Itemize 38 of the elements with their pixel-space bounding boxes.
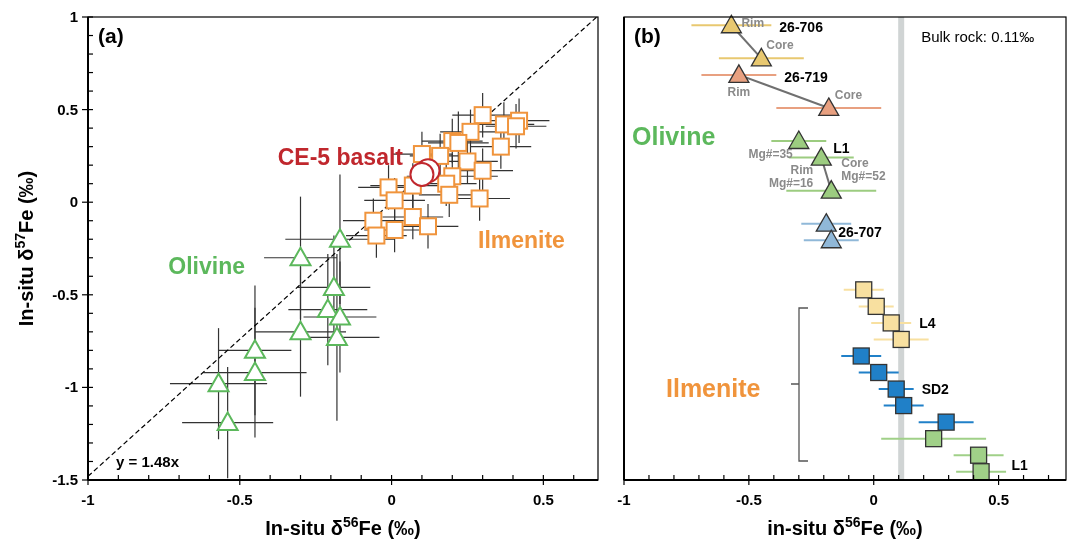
annotation: Ilmenite xyxy=(666,374,761,402)
series-label: SD2 xyxy=(921,381,950,398)
x-tick-label: -0.5 xyxy=(226,491,253,508)
series-label: CE-5 basalt xyxy=(277,144,404,170)
x-tick-label: 0 xyxy=(387,491,396,508)
series-label: L1 xyxy=(1011,457,1029,474)
series-label: L1 xyxy=(833,139,850,156)
annotation: Core xyxy=(834,87,863,102)
annotation: Core xyxy=(766,38,795,53)
y-tick-label: 1 xyxy=(69,8,78,25)
x-tick-label: -1 xyxy=(617,491,631,508)
x-tick-label: 0 xyxy=(869,491,878,508)
ref-line-label: Bulk rock: 0.11‰ xyxy=(921,28,1035,45)
y-tick-label: -1.5 xyxy=(52,471,78,488)
y-tick-label: 0 xyxy=(69,193,78,211)
x-tick-label: -1 xyxy=(81,491,95,508)
series-label: Olivine xyxy=(168,253,245,279)
series-label: Ilmenite xyxy=(478,227,565,253)
x-axis-title: in-situ δ$^{56}$Fe (‰) xyxy=(767,514,923,539)
y-tick-label: -0.5 xyxy=(52,285,78,303)
annotation: Mg#=35 xyxy=(748,147,794,162)
y-tick-label: -1 xyxy=(64,378,78,396)
series-label: 26-719 xyxy=(784,68,829,85)
annotation: Olivine xyxy=(632,122,716,150)
x-tick-label: 0.5 xyxy=(532,491,554,508)
annotation: y = 1.48x xyxy=(116,453,180,470)
annotation: (b) xyxy=(634,24,661,47)
x-tick-label: 0.5 xyxy=(988,491,1010,508)
x-axis-title: In-situ δ$^{56}$Fe (‰) xyxy=(265,514,421,539)
series-label: 26-706 xyxy=(779,19,824,36)
annotation: Rim Mg#=16 xyxy=(768,162,814,190)
annotation: Core Mg#=52 xyxy=(841,155,886,183)
annotation: (a) xyxy=(98,24,124,47)
x-tick-label: -0.5 xyxy=(735,491,762,508)
series-label: 26-707 xyxy=(838,223,883,240)
y-tick-label: 0.5 xyxy=(57,100,78,118)
annotation: Rim xyxy=(727,84,751,99)
series-label: L4 xyxy=(919,314,936,331)
